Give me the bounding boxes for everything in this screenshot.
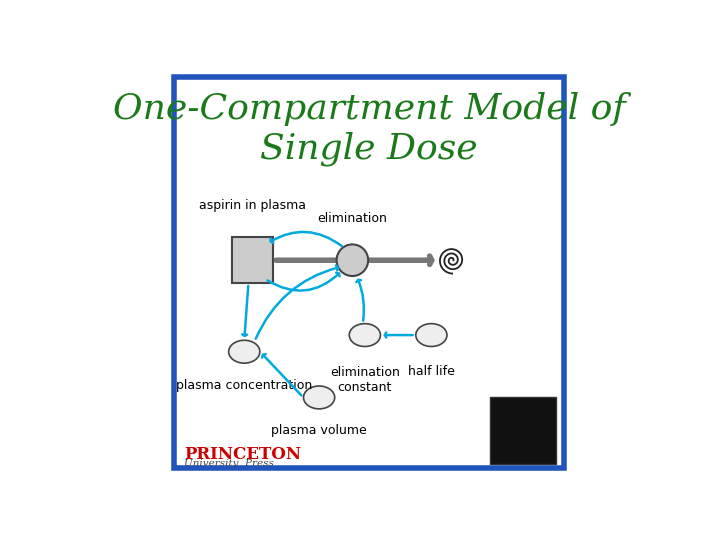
Ellipse shape: [349, 323, 380, 347]
Ellipse shape: [229, 340, 260, 363]
FancyBboxPatch shape: [490, 397, 556, 464]
Bar: [232, 238, 274, 283]
Text: elimination
constant: elimination constant: [330, 366, 400, 394]
Text: One-Compartment Model of
Single Dose: One-Compartment Model of Single Dose: [112, 92, 626, 166]
Text: aspirin in plasma: aspirin in plasma: [199, 199, 306, 212]
Ellipse shape: [304, 386, 335, 409]
Text: elimination: elimination: [318, 212, 387, 225]
Ellipse shape: [415, 323, 447, 347]
Text: plasma volume: plasma volume: [271, 424, 367, 437]
Text: half life: half life: [408, 365, 455, 378]
Text: University  Press: University Press: [184, 460, 274, 469]
Circle shape: [336, 245, 368, 276]
Text: plasma concentration: plasma concentration: [176, 379, 312, 392]
Text: PRINCETON: PRINCETON: [184, 447, 301, 463]
